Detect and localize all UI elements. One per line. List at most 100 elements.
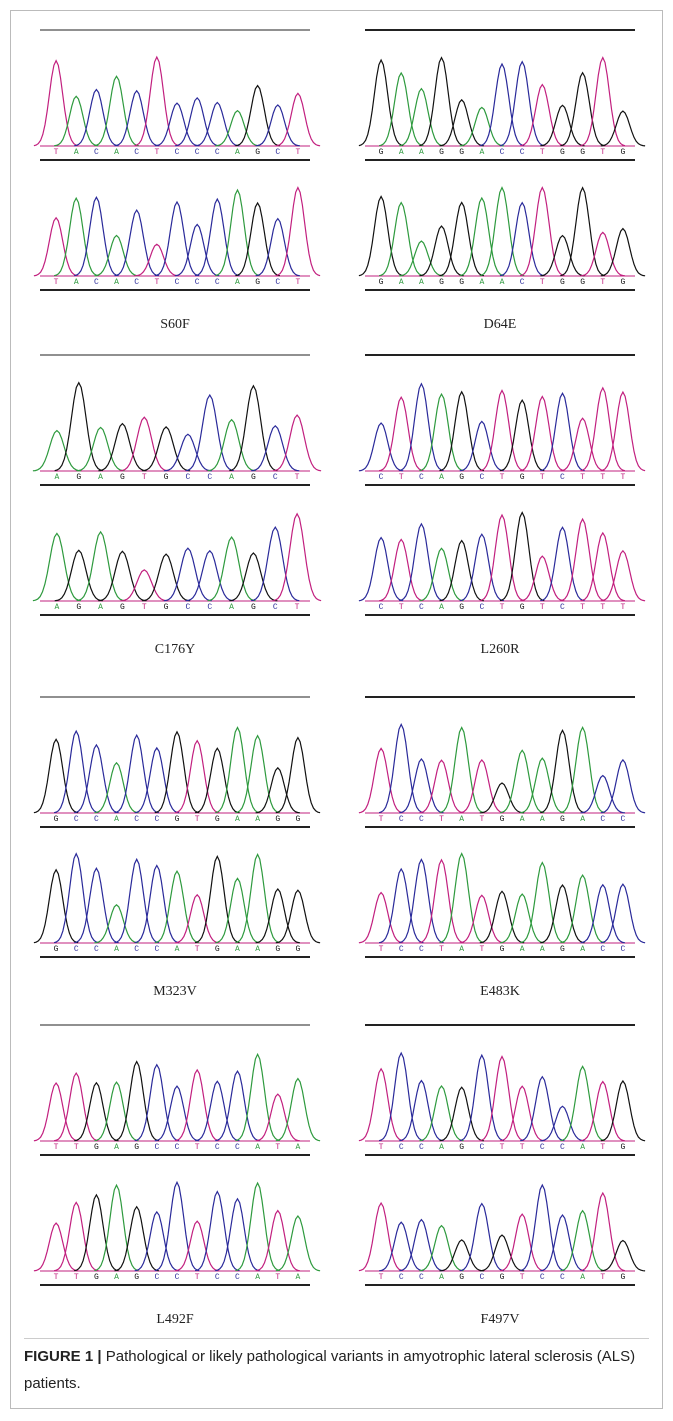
peak [500,203,544,276]
peak [440,1087,484,1141]
peak [74,1083,118,1141]
base-call: T [600,1143,605,1152]
base-call: T [195,1143,200,1152]
base-call: T [540,148,545,157]
base-call: A [114,815,119,824]
peak [540,1106,584,1141]
base-call: A [114,148,119,157]
base-call: A [74,148,79,157]
peak [540,236,584,276]
peak [155,202,199,276]
peak [120,570,168,601]
base-call: C [215,1273,220,1282]
peak [460,421,504,470]
peak [560,727,604,812]
base-call: A [55,603,60,612]
peak [359,60,403,146]
peak [500,750,544,813]
peak [601,884,645,943]
peak [74,868,118,942]
base-call: C [600,815,605,824]
base-call: A [114,278,119,287]
base-call: G [379,278,384,287]
peak [500,1086,544,1141]
base-call: A [229,473,234,482]
base-call: T [142,473,147,482]
base-call: G [520,603,525,612]
base-call: G [580,278,585,287]
peak [215,728,259,813]
base-call: C [74,815,79,824]
base-call: C [175,1273,180,1282]
base-call: T [399,603,404,612]
base-call: G [560,945,565,954]
peak [560,1211,604,1271]
base-call: G [439,148,444,157]
base-call: T [439,945,444,954]
peak [500,513,544,601]
base-call: C [379,473,384,482]
base-call: G [54,815,59,824]
base-call: C [560,1273,565,1282]
base-call: T [295,603,300,612]
base-call: G [175,815,180,824]
peak [208,537,256,601]
peak [379,73,423,146]
base-call: C [419,473,424,482]
peak [142,427,190,471]
peak [120,417,168,471]
base-call: G [164,603,169,612]
base-call: T [54,148,59,157]
base-call: C [479,603,484,612]
peak [33,533,81,600]
peak [54,854,98,943]
base-call: G [459,1143,464,1152]
peak [256,219,300,276]
base-call: C [94,278,99,287]
base-call: C [500,148,505,157]
base-call: A [296,1143,301,1152]
peak [94,76,138,145]
base-call: A [235,148,240,157]
base-call: T [621,603,626,612]
base-call: T [154,148,159,157]
peak [581,776,625,813]
peak [235,1183,279,1271]
base-call: T [500,603,505,612]
base-call: G [621,278,626,287]
caption-text: Pathological or likely pathological vari… [24,1348,635,1392]
base-call: T [195,815,200,824]
base-call: T [379,945,384,954]
base-call: A [175,945,180,954]
peak [276,1079,320,1141]
base-call: T [500,1143,505,1152]
peak [440,1240,484,1271]
base-call: G [134,1143,139,1152]
peak [440,100,484,146]
peak [460,534,504,601]
base-call: A [255,1143,260,1152]
base-call: T [479,945,484,954]
peak [419,226,463,276]
base-call: C [186,473,191,482]
peak [251,426,299,471]
peak [601,551,645,601]
base-call: A [114,1273,119,1282]
peak [235,203,279,276]
peak [195,856,239,942]
base-call: T [600,603,605,612]
peak [115,91,159,146]
base-call: G [215,945,220,954]
base-call: C [154,1273,159,1282]
base-call: C [560,603,565,612]
base-call: T [74,1143,79,1152]
peak [215,190,259,276]
base-call: C [134,945,139,954]
base-call: G [520,473,525,482]
base-call: G [76,603,81,612]
peak [34,61,78,146]
base-call: G [580,148,585,157]
base-call: C [621,815,626,824]
peak [175,225,219,276]
peak [276,93,320,145]
